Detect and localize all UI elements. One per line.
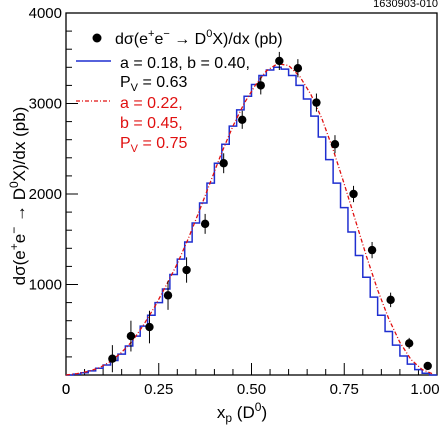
legend: dσ(e+e− → D0X)/dx (pb) a = 0.18, b = 0.4…: [76, 28, 283, 155]
y-axis-label: dσ(e+e− → D0X)/dx (pb): [7, 107, 29, 286]
y-tick-label: 1000: [29, 277, 62, 294]
x-tick-label: 1.00: [410, 381, 439, 398]
data-point: [256, 81, 265, 90]
legend-blue-label-line1: a = 0.18, b = 0.40,: [120, 55, 250, 72]
y-tick-label: 3000: [29, 96, 62, 113]
legend-red-label-line2: b = 0.45,: [120, 115, 183, 132]
y-tick-label: 2000: [29, 186, 62, 203]
data-point: [386, 295, 395, 305]
data-point: [312, 98, 321, 107]
data-point: [367, 245, 377, 255]
data-point: [349, 189, 358, 199]
legend-data-marker: [92, 33, 102, 43]
series-layer: [65, 62, 437, 376]
data-point: [293, 64, 303, 73]
data-point: [108, 354, 117, 363]
y-tick-label: 4000: [29, 5, 62, 22]
data-point: [404, 339, 414, 348]
x-axis-label: xp (D0): [217, 400, 267, 425]
data-point: [182, 265, 191, 275]
x-tick-label: 0.50: [237, 381, 266, 398]
x-tick-label: 0.25: [144, 381, 173, 398]
x-tick-label: 0: [62, 381, 70, 398]
data-points: [108, 51, 432, 373]
data-point: [126, 331, 136, 341]
x-tick-label: 0.75: [330, 381, 359, 398]
data-point: [275, 56, 284, 66]
data-point: [330, 140, 340, 149]
legend-data-label: dσ(e+e− → D0X)/dx (pb): [115, 28, 283, 48]
x-axis: 0 0.25 0.50 0.75 1.00: [62, 363, 440, 398]
series-blue-step: [66, 66, 437, 376]
y-axis: 1000 2000 3000 4000 0: [29, 5, 78, 398]
data-point: [238, 115, 247, 124]
data-point: [200, 219, 210, 229]
legend-red-label-line3: PV = 0.75: [120, 135, 187, 155]
data-point: [219, 159, 228, 168]
data-point: [163, 291, 173, 300]
figure-id: 1630903-010: [373, 0, 438, 10]
origin-label: 0: [62, 381, 70, 398]
legend-blue-label-line2: PV = 0.63: [120, 74, 187, 94]
series-red-dashdot: [65, 62, 434, 376]
data-point: [423, 361, 432, 371]
data-point: [145, 322, 154, 332]
legend-red-label-line1: a = 0.22,: [120, 95, 183, 112]
